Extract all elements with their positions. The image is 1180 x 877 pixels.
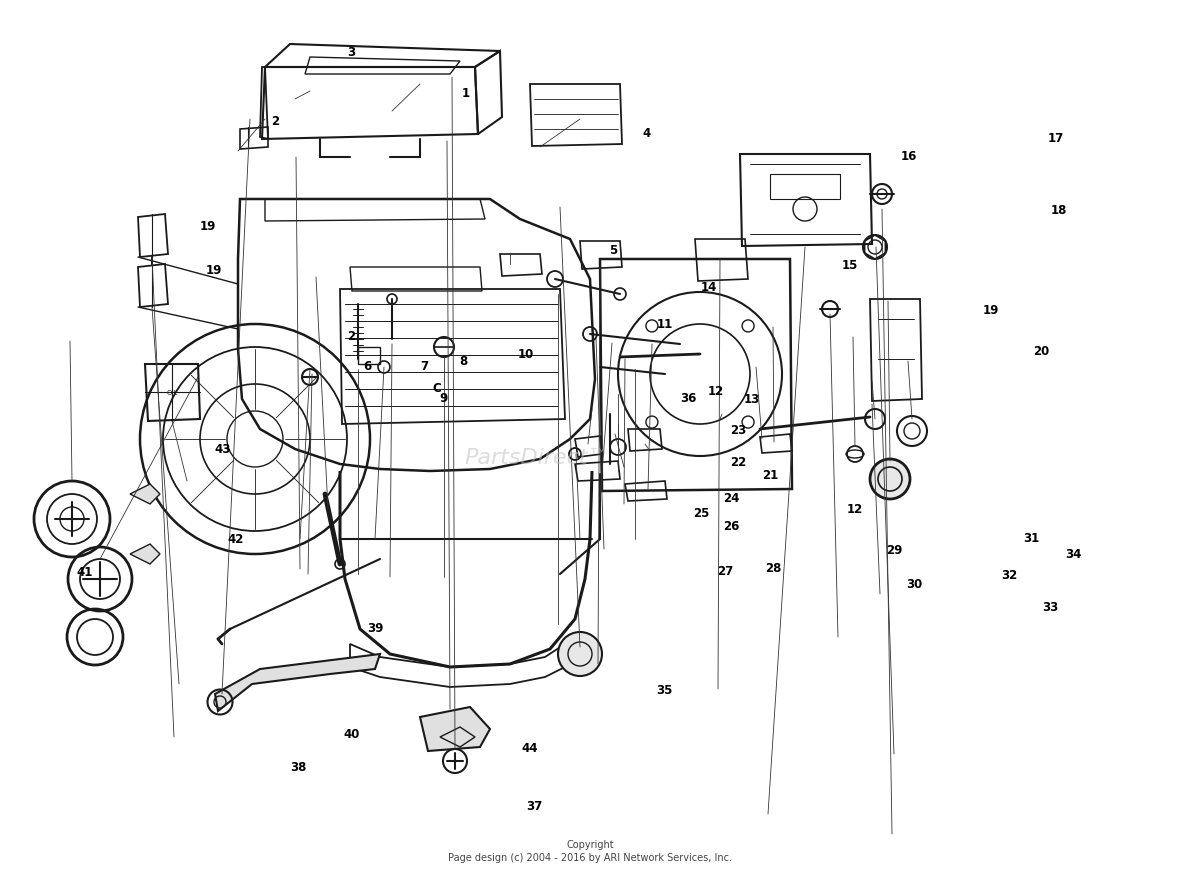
Text: 24: 24	[723, 492, 740, 504]
Text: 43: 43	[215, 443, 231, 455]
Text: 29: 29	[886, 544, 903, 556]
Text: 2: 2	[271, 115, 278, 127]
Text: Copyright: Copyright	[566, 839, 614, 849]
Text: 3: 3	[348, 46, 355, 59]
Text: OIL: OIL	[166, 389, 178, 396]
Text: 38: 38	[290, 760, 307, 773]
Text: 1: 1	[463, 88, 470, 100]
Text: PartsDirect™: PartsDirect™	[464, 448, 610, 467]
Text: 19: 19	[205, 264, 222, 276]
Text: 15: 15	[841, 259, 858, 271]
Text: 14: 14	[701, 282, 717, 294]
Text: 28: 28	[765, 562, 781, 574]
Text: 5: 5	[610, 244, 617, 256]
Text: 21: 21	[762, 469, 779, 481]
Text: 39: 39	[367, 622, 384, 634]
Text: 37: 37	[526, 799, 543, 811]
Text: 19: 19	[983, 304, 999, 317]
Polygon shape	[130, 545, 160, 565]
Text: 35: 35	[656, 684, 673, 696]
Text: C: C	[432, 381, 441, 394]
Text: 2: 2	[348, 330, 355, 342]
Text: 27: 27	[717, 565, 734, 577]
Text: 31: 31	[1023, 531, 1040, 544]
Text: Page design (c) 2004 - 2016 by ARI Network Services, Inc.: Page design (c) 2004 - 2016 by ARI Netwo…	[448, 852, 732, 862]
Text: 32: 32	[1001, 569, 1017, 581]
Polygon shape	[420, 707, 490, 751]
Text: 41: 41	[77, 566, 93, 578]
Circle shape	[870, 460, 910, 499]
Text: 11: 11	[656, 318, 673, 331]
Text: 12: 12	[846, 503, 863, 515]
Text: 9: 9	[440, 392, 447, 404]
Text: 36: 36	[680, 392, 696, 404]
Text: 30: 30	[906, 578, 923, 590]
Text: 34: 34	[1066, 548, 1082, 560]
Text: 8: 8	[460, 355, 467, 367]
Circle shape	[558, 632, 602, 676]
Text: 33: 33	[1042, 601, 1058, 613]
Text: 20: 20	[1032, 345, 1049, 357]
Text: 22: 22	[730, 456, 747, 468]
Text: 25: 25	[693, 507, 709, 519]
Text: 13: 13	[743, 393, 760, 405]
Text: 42: 42	[228, 533, 244, 545]
Text: 26: 26	[723, 520, 740, 532]
Text: 10: 10	[518, 348, 535, 360]
Text: 23: 23	[730, 424, 747, 436]
Text: 19: 19	[199, 220, 216, 232]
Text: 7: 7	[421, 360, 428, 372]
Text: 12: 12	[708, 385, 725, 397]
Text: 40: 40	[343, 727, 360, 739]
Text: 17: 17	[1048, 132, 1064, 145]
Polygon shape	[215, 654, 380, 711]
Text: 4: 4	[643, 127, 650, 139]
Text: 44: 44	[522, 741, 538, 753]
Polygon shape	[130, 484, 160, 504]
Text: 6: 6	[363, 360, 371, 372]
Text: 18: 18	[1050, 204, 1067, 217]
Text: 16: 16	[900, 150, 917, 162]
